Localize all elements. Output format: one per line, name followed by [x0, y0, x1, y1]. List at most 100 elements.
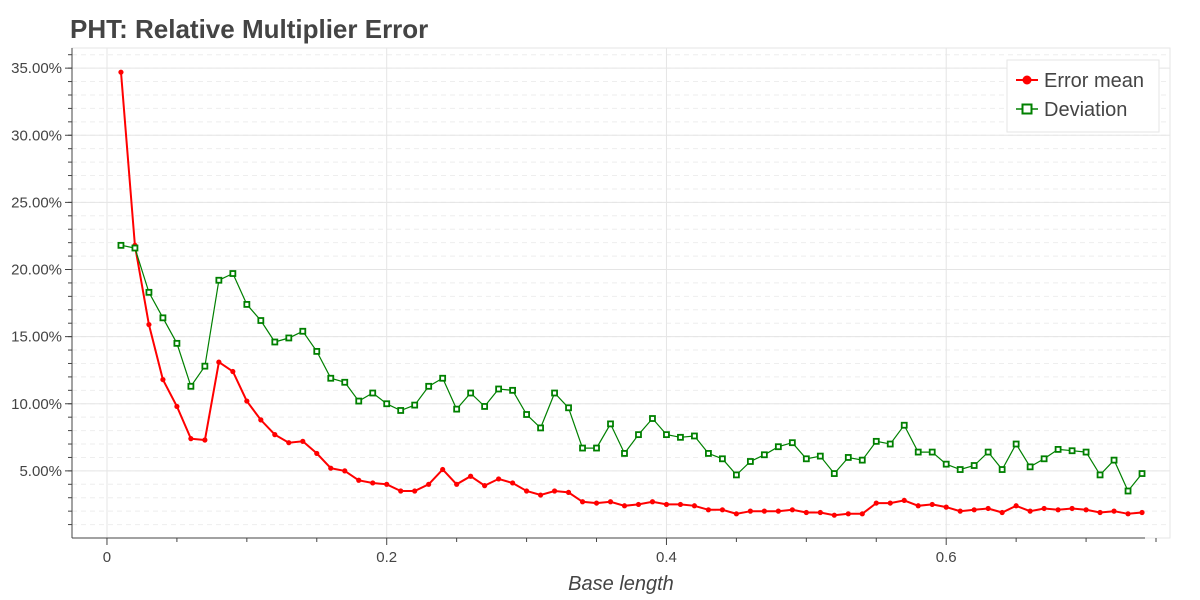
point-deviation	[928, 448, 936, 456]
x-tick-label: 0.6	[936, 549, 957, 566]
point-deviation	[900, 421, 908, 429]
point-error-mean	[216, 359, 222, 365]
point-error-mean	[873, 500, 879, 506]
point-error-mean	[454, 481, 460, 487]
point-deviation	[215, 276, 223, 284]
legend-box	[1006, 59, 1160, 133]
point-error-mean	[300, 438, 306, 444]
point-error-mean	[174, 403, 180, 410]
point-deviation	[537, 424, 544, 432]
point-error-mean	[1013, 503, 1019, 509]
point-error-mean	[244, 398, 250, 404]
point-deviation	[1124, 487, 1132, 495]
point-deviation	[481, 403, 489, 410]
point-deviation	[844, 454, 852, 461]
point-deviation	[719, 455, 726, 463]
point-error-mean	[468, 473, 474, 479]
legend-error-mean-label: Error mean	[1044, 70, 1144, 92]
point-error-mean	[775, 508, 781, 514]
point-error-mean	[509, 480, 516, 486]
point-deviation	[159, 314, 167, 322]
point-error-mean	[286, 440, 292, 446]
point-deviation	[257, 317, 265, 324]
point-error-mean	[1041, 505, 1047, 512]
point-deviation	[760, 451, 768, 459]
point-error-mean	[887, 500, 893, 506]
point-error-mean	[565, 489, 572, 495]
point-error-mean	[314, 450, 320, 457]
point-deviation	[187, 382, 195, 390]
point-deviation	[732, 471, 740, 479]
legend-deviation-marker	[1021, 103, 1033, 115]
point-deviation	[229, 270, 237, 277]
point-error-mean	[426, 481, 432, 487]
point-deviation	[816, 452, 824, 460]
point-error-mean	[1111, 508, 1117, 514]
point-deviation	[369, 389, 377, 397]
point-error-mean	[761, 508, 767, 514]
point-deviation	[956, 466, 964, 473]
point-deviation	[788, 439, 796, 447]
point-error-mean	[328, 465, 334, 471]
point-deviation	[593, 444, 600, 452]
point-error-mean	[230, 368, 236, 375]
point-deviation	[1082, 448, 1090, 456]
y-tick-label: 30.00%	[11, 127, 62, 144]
point-error-mean	[999, 509, 1005, 516]
point-error-mean	[691, 503, 698, 509]
point-deviation	[635, 431, 642, 439]
point-deviation	[691, 432, 698, 440]
point-deviation	[1096, 471, 1104, 479]
x-tick-label: 0.2	[376, 549, 397, 566]
point-error-mean	[384, 481, 390, 487]
point-error-mean	[579, 499, 586, 505]
point-error-mean	[747, 508, 753, 514]
point-deviation	[425, 382, 433, 390]
point-deviation	[998, 466, 1006, 473]
y-tick-label: 20.00%	[11, 262, 62, 279]
grid-lines	[72, 48, 1170, 538]
point-deviation	[397, 407, 405, 414]
point-deviation	[565, 404, 572, 412]
point-deviation	[1012, 440, 1020, 448]
point-error-mean	[258, 417, 264, 423]
point-deviation	[145, 288, 153, 296]
point-deviation	[705, 450, 712, 457]
point-deviation	[341, 378, 349, 386]
point-deviation	[774, 443, 782, 451]
point-error-mean	[789, 507, 795, 513]
point-deviation	[1110, 456, 1118, 464]
point-error-mean	[649, 499, 656, 505]
point-error-mean	[482, 483, 488, 489]
point-deviation	[439, 374, 447, 382]
y-tick-label: 25.00%	[11, 194, 62, 211]
point-error-mean	[635, 501, 642, 508]
point-deviation	[411, 401, 419, 409]
point-error-mean	[440, 466, 446, 473]
point-error-mean	[957, 508, 963, 514]
legend: Error mean Deviation	[1006, 59, 1160, 133]
point-error-mean	[188, 436, 194, 442]
point-error-mean	[1139, 509, 1145, 516]
point-error-mean	[537, 492, 544, 498]
point-error-mean	[705, 507, 712, 513]
point-error-mean	[342, 468, 348, 474]
y-tick-label: 35.00%	[11, 60, 62, 77]
point-error-mean	[593, 500, 600, 506]
point-deviation	[1026, 463, 1034, 471]
x-tick-label: 0.4	[656, 549, 677, 566]
point-error-mean	[719, 507, 726, 513]
point-error-mean	[915, 503, 921, 509]
x-tick-label: 0	[103, 549, 111, 566]
point-deviation	[1054, 445, 1062, 453]
x-axis-label: Base length	[568, 573, 674, 595]
point-error-mean	[146, 321, 152, 328]
point-deviation	[970, 462, 978, 469]
legend-error-mean-marker	[1022, 75, 1032, 85]
point-error-mean	[859, 511, 865, 517]
point-error-mean	[663, 501, 670, 508]
point-deviation	[677, 433, 684, 441]
point-error-mean	[1083, 507, 1089, 513]
point-error-mean	[1055, 507, 1061, 513]
